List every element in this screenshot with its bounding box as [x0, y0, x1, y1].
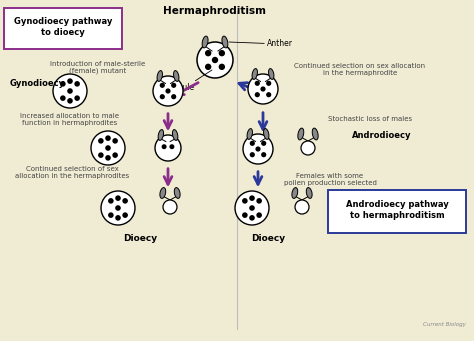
Circle shape: [67, 88, 73, 94]
Circle shape: [112, 138, 118, 144]
Circle shape: [115, 205, 121, 211]
Circle shape: [255, 92, 260, 97]
Circle shape: [266, 92, 271, 97]
Ellipse shape: [306, 188, 312, 198]
Text: Increased allocation to male
function in hermaphrodites: Increased allocation to male function in…: [20, 113, 119, 126]
Circle shape: [261, 141, 266, 146]
Ellipse shape: [252, 69, 257, 79]
FancyBboxPatch shape: [328, 190, 466, 233]
Ellipse shape: [264, 129, 269, 139]
Circle shape: [295, 200, 309, 214]
Circle shape: [115, 195, 121, 201]
Ellipse shape: [173, 71, 179, 81]
Circle shape: [115, 215, 121, 221]
Circle shape: [67, 78, 73, 84]
Text: Anther: Anther: [229, 40, 293, 48]
Circle shape: [242, 212, 247, 218]
Circle shape: [249, 205, 255, 211]
Circle shape: [256, 212, 262, 218]
Circle shape: [250, 141, 255, 146]
Text: Androdioecy: Androdioecy: [352, 131, 412, 140]
Circle shape: [255, 81, 260, 86]
Circle shape: [91, 131, 125, 165]
Text: Introduction of male-sterile
(female) mutant: Introduction of male-sterile (female) mu…: [50, 61, 146, 74]
Circle shape: [105, 155, 111, 161]
Text: Continued selection of sex
allocation in the hermaphrodites: Continued selection of sex allocation in…: [15, 166, 129, 179]
Text: Current Biology: Current Biology: [423, 322, 466, 327]
Circle shape: [74, 81, 80, 87]
Circle shape: [248, 74, 278, 104]
Ellipse shape: [157, 71, 163, 81]
Circle shape: [105, 145, 111, 151]
Text: Androdioecy pathway
to hermaphroditism: Androdioecy pathway to hermaphroditism: [346, 200, 448, 220]
Circle shape: [261, 152, 266, 157]
Ellipse shape: [173, 130, 178, 140]
Circle shape: [256, 198, 262, 204]
Ellipse shape: [298, 128, 304, 140]
Circle shape: [60, 95, 66, 101]
Circle shape: [67, 98, 73, 104]
Ellipse shape: [269, 69, 274, 79]
Text: Ovule: Ovule: [173, 70, 212, 92]
Circle shape: [266, 81, 271, 86]
Circle shape: [250, 152, 255, 157]
Circle shape: [243, 134, 273, 164]
Circle shape: [105, 135, 111, 141]
Circle shape: [219, 50, 225, 56]
Circle shape: [260, 86, 265, 92]
Ellipse shape: [312, 128, 318, 140]
Circle shape: [205, 64, 211, 70]
Circle shape: [235, 191, 269, 225]
Circle shape: [219, 64, 225, 70]
FancyBboxPatch shape: [4, 8, 122, 48]
Text: Hermaphroditism: Hermaphroditism: [164, 6, 266, 16]
Circle shape: [255, 146, 261, 152]
Circle shape: [53, 74, 87, 108]
Ellipse shape: [158, 130, 164, 140]
Text: Continued selection on sex allocation
in the hermaphrodite: Continued selection on sex allocation in…: [294, 63, 426, 76]
Circle shape: [101, 191, 135, 225]
Circle shape: [171, 94, 176, 99]
Circle shape: [205, 50, 211, 56]
Circle shape: [98, 152, 104, 158]
Circle shape: [165, 88, 171, 93]
Circle shape: [108, 212, 114, 218]
Text: Dioecy: Dioecy: [123, 234, 157, 243]
Circle shape: [60, 81, 66, 87]
Circle shape: [108, 198, 114, 204]
Circle shape: [169, 144, 174, 149]
Circle shape: [249, 195, 255, 201]
Circle shape: [163, 200, 177, 214]
Circle shape: [98, 138, 104, 144]
Ellipse shape: [174, 188, 180, 198]
Circle shape: [249, 215, 255, 221]
Circle shape: [122, 198, 128, 204]
Circle shape: [155, 135, 181, 161]
Circle shape: [242, 198, 247, 204]
Circle shape: [301, 141, 315, 155]
Text: Gynodioecy: Gynodioecy: [9, 79, 64, 88]
Circle shape: [197, 42, 233, 78]
Circle shape: [160, 83, 165, 88]
Circle shape: [153, 76, 183, 106]
Ellipse shape: [202, 36, 208, 48]
Ellipse shape: [222, 36, 228, 48]
Circle shape: [112, 152, 118, 158]
Text: Females with some
pollen production selected: Females with some pollen production sele…: [283, 173, 376, 186]
Ellipse shape: [160, 188, 166, 198]
Circle shape: [74, 95, 80, 101]
Text: Dioecy: Dioecy: [251, 234, 285, 243]
Ellipse shape: [292, 188, 298, 198]
Circle shape: [171, 83, 176, 88]
Circle shape: [162, 144, 166, 149]
Ellipse shape: [247, 129, 253, 139]
Circle shape: [122, 212, 128, 218]
Text: Stochastic loss of males: Stochastic loss of males: [328, 116, 412, 122]
Circle shape: [160, 94, 165, 99]
Circle shape: [212, 57, 218, 63]
Text: Gynodioecy pathway
to dioecy: Gynodioecy pathway to dioecy: [14, 17, 112, 37]
